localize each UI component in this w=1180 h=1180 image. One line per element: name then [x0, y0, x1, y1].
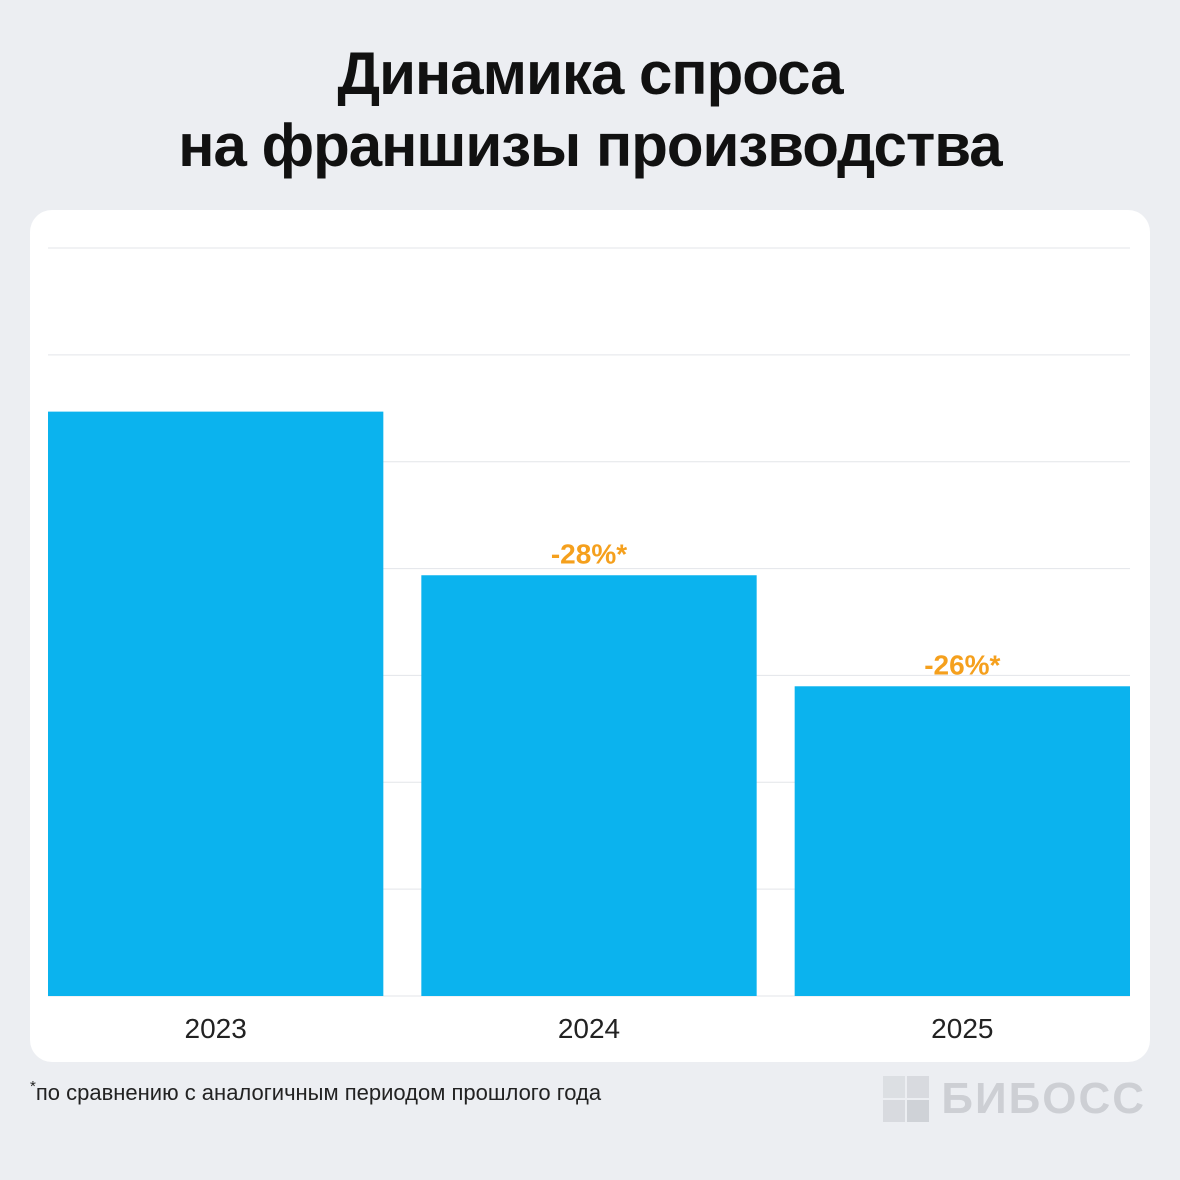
- bar-chart: 2023 2024 -28%* 2025 -26%*: [48, 247, 1130, 1044]
- footnote-text: по сравнению с аналогичным периодом прош…: [35, 1080, 602, 1105]
- bar-2025: [794, 686, 1130, 996]
- brand-logo: БИБОСС: [883, 1074, 1146, 1124]
- brand-name: БИБОСС: [941, 1074, 1146, 1123]
- x-tick-label-2025: 2025: [931, 1013, 993, 1044]
- bar-2023: [48, 411, 384, 996]
- brand-mark-icon: [883, 1076, 930, 1122]
- title-line-2: на франшизы производства: [178, 112, 1002, 179]
- page-title: Динамика спроса на франшизы производства: [0, 38, 1180, 182]
- footnote: *по сравнению с аналогичным периодом про…: [30, 1078, 602, 1106]
- footnote-star: *: [30, 1078, 36, 1095]
- bar-2024: [421, 575, 757, 996]
- x-tick-label-2024: 2024: [558, 1013, 620, 1044]
- title-line-1: Динамика спроса: [337, 40, 843, 107]
- x-tick-label-2023: 2023: [185, 1013, 247, 1044]
- data-label-2025: -26%*: [924, 649, 1000, 680]
- data-label-2024: -28%*: [551, 538, 627, 569]
- chart-card: 2023 2024 -28%* 2025 -26%*: [30, 210, 1150, 1062]
